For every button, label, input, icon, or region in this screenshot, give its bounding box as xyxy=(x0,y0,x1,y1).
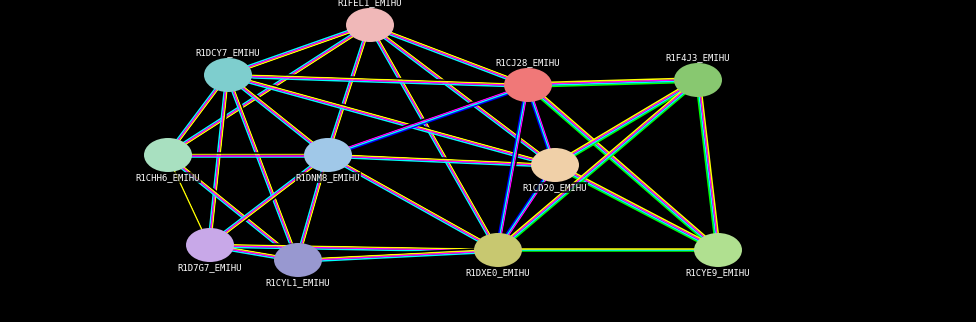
Ellipse shape xyxy=(531,148,579,182)
Ellipse shape xyxy=(144,138,192,172)
Text: R1CD20_EMIHU: R1CD20_EMIHU xyxy=(523,183,588,192)
Ellipse shape xyxy=(304,138,352,172)
Text: R1CJ28_EMIHU: R1CJ28_EMIHU xyxy=(496,58,560,67)
Text: R1DCY7_EMIHU: R1DCY7_EMIHU xyxy=(196,48,261,57)
Ellipse shape xyxy=(694,233,742,267)
Text: R1DNM8_EMIHU: R1DNM8_EMIHU xyxy=(296,173,360,182)
Text: R1D7G7_EMIHU: R1D7G7_EMIHU xyxy=(178,263,242,272)
Ellipse shape xyxy=(274,243,322,277)
Ellipse shape xyxy=(186,228,234,262)
Ellipse shape xyxy=(204,58,252,92)
Ellipse shape xyxy=(674,63,722,97)
Ellipse shape xyxy=(504,68,552,102)
Text: R1CYE9_EMIHU: R1CYE9_EMIHU xyxy=(686,268,751,277)
Ellipse shape xyxy=(346,8,394,42)
Text: R1DXE0_EMIHU: R1DXE0_EMIHU xyxy=(466,268,530,277)
Ellipse shape xyxy=(474,233,522,267)
Text: R1CYL1_EMIHU: R1CYL1_EMIHU xyxy=(265,278,330,287)
Text: R1FEL1_EMIHU: R1FEL1_EMIHU xyxy=(338,0,402,7)
Text: R1CHH6_EMIHU: R1CHH6_EMIHU xyxy=(136,173,200,182)
Text: R1F4J3_EMIHU: R1F4J3_EMIHU xyxy=(666,53,730,62)
